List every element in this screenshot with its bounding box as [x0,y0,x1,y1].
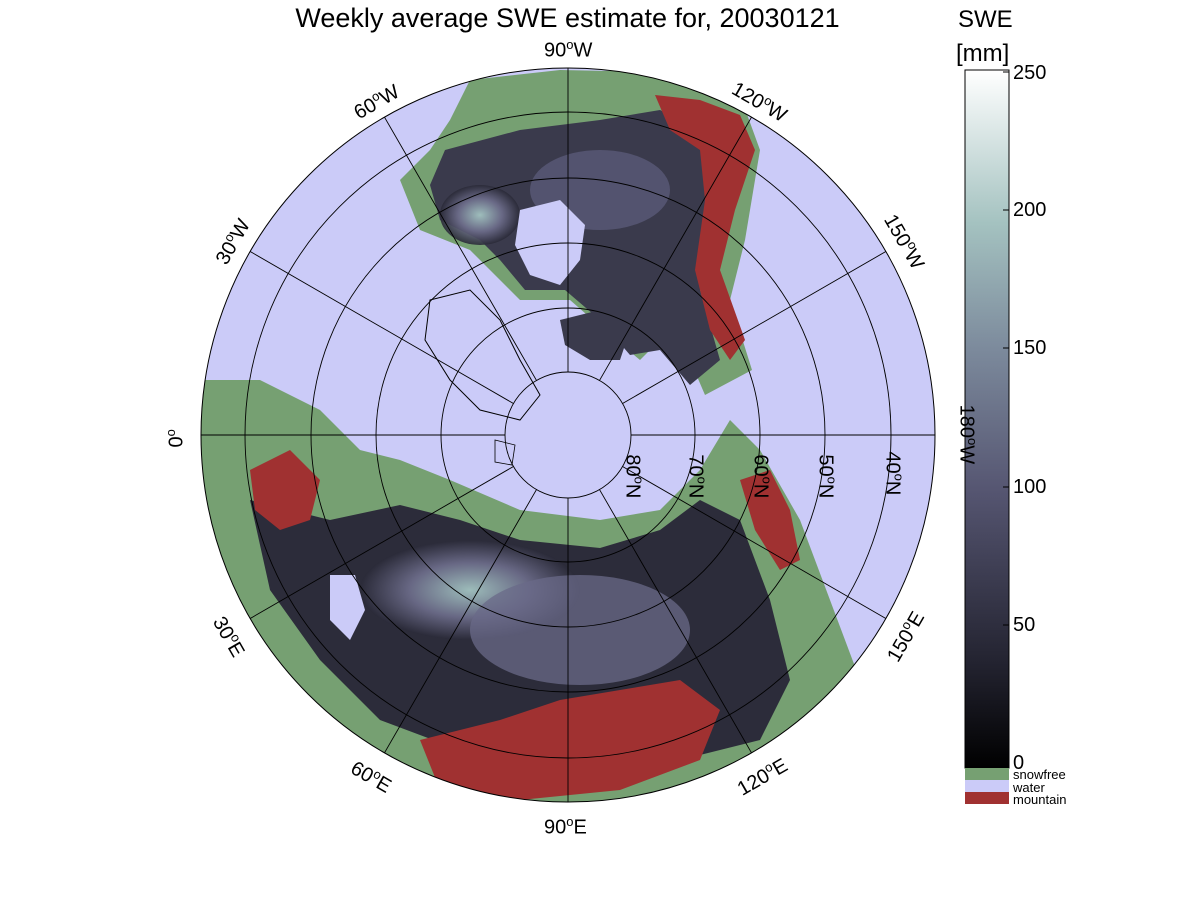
colorbar-tick-label: 150 [1013,337,1047,359]
lat-deg: 60 [749,454,772,477]
lon-hem: W [573,39,593,62]
map-border [200,67,936,803]
lon-label-90w: 90oW [544,37,593,62]
lon-hem: W [955,445,978,465]
lat-hem: N [814,483,837,499]
scandinavia-mountains [250,450,320,530]
lat-label-60n: 60oN [749,454,775,499]
far-east-mountains [740,470,800,570]
svalbard [494,439,516,466]
lat-label-50n: 50oN [814,454,840,499]
arctic-islands [560,310,630,360]
caspian-sea [330,575,365,640]
meridian-line [599,116,752,381]
lon-label-0: 0o [162,429,188,448]
legend-label-mountain: mountain [1013,792,1067,807]
meridian-line [599,489,752,754]
colorbar-gradient [964,69,1010,769]
lon-deg: 0 [165,436,188,448]
legend-swatch-water [965,780,1009,792]
north-america-snow-peak [440,185,520,245]
colorbar-tick-label: 250 [1013,62,1047,84]
meridian-line [249,251,514,404]
meridians [201,68,935,802]
meridian-line [384,489,537,754]
meridian-line [384,116,537,381]
legend-label-water: water [1013,780,1045,795]
lat-label-80n: 80oN [621,454,647,499]
eurasia-mountains [420,680,720,800]
lon-deg: 90 [544,39,567,62]
lon-deg: 180 [955,404,978,438]
map-title: Weekly average SWE estimate for, 2003012… [295,3,840,33]
colorbar-tick-label: 200 [1013,199,1047,221]
colorbar-tick-label: 0 [1013,752,1025,774]
lat-hem: N [881,480,904,496]
central-siberia-snow [470,575,690,685]
legend-swatch-snowfree [965,768,1009,780]
colorbar-tick-label: 50 [1013,614,1036,636]
colorbar-title-swe: SWE [958,6,1013,33]
rocky-mountains [655,95,755,360]
lat-hem: N [749,483,772,499]
colorbar-title-unit: [mm] [956,40,1010,67]
lat-deg: 50 [814,454,837,477]
lon-hem: E [573,816,587,839]
lat-deg: 70 [684,454,707,477]
lat-hem: N [621,483,644,499]
lat-label-70n: 70oN [684,454,710,499]
legend-label-snowfree: snowfree [1013,767,1066,782]
legend-swatch-mountain [965,792,1009,804]
colorbar-tick-label: 100 [1013,476,1047,498]
meridian-line [622,466,887,619]
colorbar-ticks [1003,71,1009,626]
lat-deg: 40 [881,451,904,474]
hudson-bay [515,200,585,285]
lat-deg: 80 [621,454,644,477]
lat-label-40n: 40oN [881,451,907,496]
meridian-line [249,466,514,619]
lat-hem: N [684,483,707,499]
lon-label-90e: 90oE [544,814,587,839]
lon-deg: 90 [544,816,567,839]
lon-label-180w: 180oW [955,404,981,465]
meridian-line [622,251,887,404]
